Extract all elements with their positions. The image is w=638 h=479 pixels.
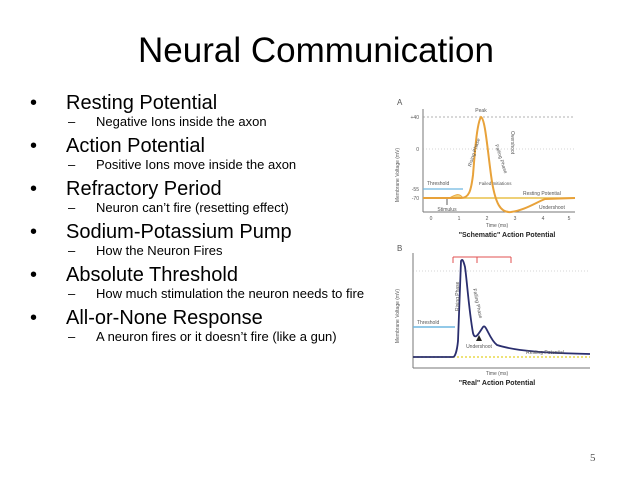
figure-a-trace [423, 115, 576, 214]
figure-a-ytick: -55 [412, 187, 419, 193]
bullet-item: • Action Potential [30, 135, 205, 157]
figure-a-overshoot-label: Overshoot [509, 131, 515, 155]
figure-a-xtick: 2 [486, 216, 489, 222]
sub-bullet-item: – How the Neuron Fires [68, 243, 223, 258]
dash-icon: – [68, 114, 76, 129]
figure-a-failed-label: Failed Initiations [479, 181, 512, 186]
dash-icon: – [68, 157, 76, 172]
figure-a-xtick: 3 [514, 216, 517, 222]
bullet-icon: • [30, 221, 38, 243]
bullet-icon: • [30, 307, 38, 329]
figure-b-xlabel: Time (ms) [486, 371, 509, 377]
figure-a-falling-label: Falling Phase [493, 144, 508, 175]
sub-bullet-item: – Positive Ions move inside the axon [68, 157, 297, 172]
figure-b-resting-label: Resting Potential [526, 350, 564, 356]
figure-a-undershoot-label: Undershoot [539, 205, 565, 211]
sub-bullet-item: – Neuron can’t fire (resetting effect) [68, 200, 289, 215]
bullet-item: • Refractory Period [30, 178, 222, 200]
bullet-item: • All-or-None Response [30, 307, 263, 329]
bullet-list: • Resting Potential – Negative Ions inside… [30, 92, 400, 350]
bullet-item: • Absolute Threshold [30, 264, 238, 286]
figure-a-threshold-label: Threshold [427, 181, 449, 187]
figure-a-xtick: 0 [430, 216, 433, 222]
sub-bullet-item: – Negative Ions inside the axon [68, 114, 267, 129]
figure-b-caption: "Real" Action Potential [459, 380, 535, 387]
figure-b-falling-label: Falling Phase [471, 288, 483, 319]
sub-bullet-item: – How much stimulation the neuron needs t… [68, 286, 365, 301]
undershoot-arrow-icon [476, 335, 482, 341]
bullet-icon: • [30, 264, 38, 286]
figure-b-trace [413, 259, 591, 358]
figure-a-resting-label: Resting Potential [523, 191, 561, 197]
figure-a-peak-label: Peak [475, 108, 487, 114]
sub-bullet-item: – A neuron fires or it doesn’t fire (like… [68, 329, 337, 344]
page-number: 5 [590, 452, 596, 464]
figure-a-ytick: 0 [416, 147, 419, 153]
figure-b-threshold-label: Threshold [417, 320, 439, 326]
figure-a-xlabel: Time (ms) [486, 223, 509, 229]
real-action-potential-figure: B Membrane Voltage (mV) Threshold Rising… [395, 244, 591, 387]
figure-a-xtick: 1 [458, 216, 461, 222]
schematic-action-potential-figure: A Membrane Voltage (mV) +40 0 -55 -70 0 … [395, 98, 576, 239]
panel-a-label: A [397, 98, 403, 107]
figure-b-ylabel: Membrane Voltage (mV) [395, 289, 401, 344]
figure-b-rising-label: Rising Phase [455, 281, 461, 311]
figure-a-stimulus-label: Stimulus [437, 207, 457, 213]
figure-a-ylabel: Membrane Voltage (mV) [395, 148, 401, 203]
slide-title: Neural Communication [138, 31, 494, 70]
figure-a-ytick: +40 [411, 115, 420, 121]
bullet-icon: • [30, 92, 38, 114]
dash-icon: – [68, 286, 76, 301]
figure-a-caption: "Schematic" Action Potential [459, 232, 556, 239]
dash-icon: – [68, 200, 76, 215]
panel-b-label: B [397, 244, 402, 253]
figure-a-ytick: -70 [412, 196, 419, 202]
bullet-item: • Resting Potential [30, 92, 218, 114]
dash-icon: – [68, 329, 76, 344]
figure-a-xtick: 5 [568, 216, 571, 222]
bullet-icon: • [30, 178, 38, 200]
bullet-icon: • [30, 135, 38, 157]
bullet-item: • Sodium-Potassium Pump [30, 221, 292, 243]
figure-b-undershoot-label: Undershoot [466, 344, 492, 350]
figure-a-xtick: 4 [542, 216, 545, 222]
dash-icon: – [68, 243, 76, 258]
